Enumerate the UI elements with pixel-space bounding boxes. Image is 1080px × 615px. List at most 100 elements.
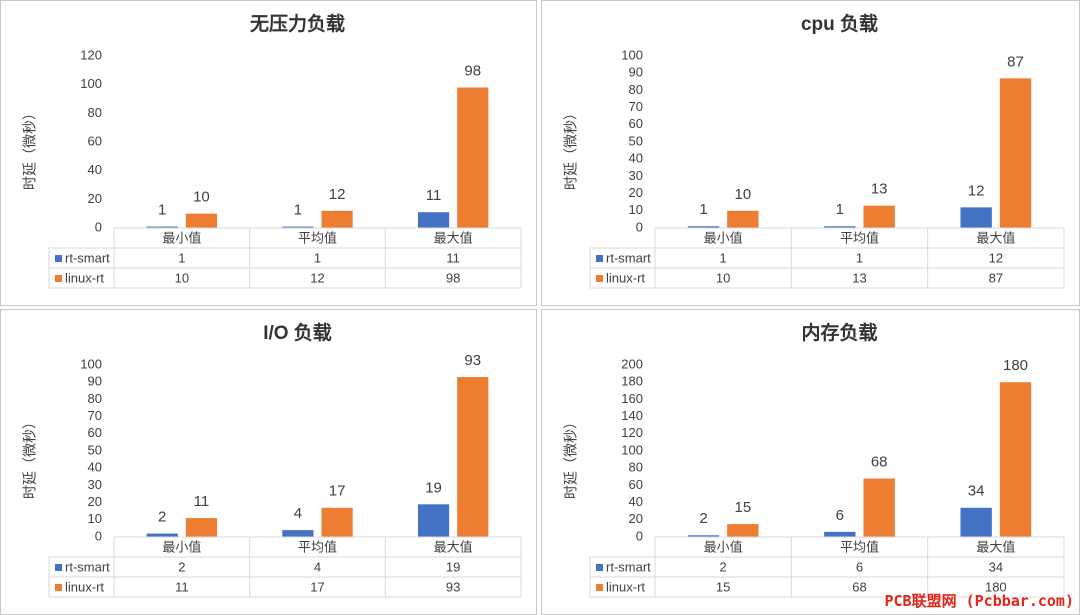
y-tick-label: 70 xyxy=(629,99,643,114)
y-tick-label: 20 xyxy=(88,494,102,509)
y-tick-label: 0 xyxy=(95,528,102,543)
y-tick-label: 90 xyxy=(88,374,102,389)
bar-linux-rt xyxy=(727,210,759,228)
data-label: 1 xyxy=(294,202,302,219)
legend-swatch-rt-smart xyxy=(55,255,62,262)
chart-panel-memory-load: 内存负载 时延（微秒） 0 20 40 60 80 100 120 140 160 180 200 2 6 3… xyxy=(541,309,1080,615)
category-label: 最大值 xyxy=(434,539,473,554)
data-label: 2 xyxy=(158,509,166,526)
bar-linux-rt xyxy=(457,377,489,537)
chart-panel-io-load: I/O 负载 时延（微秒） 0 10 20 30 40 50 60 70 80 90 100 2 4 19 11… xyxy=(0,309,537,615)
table-cell: 68 xyxy=(852,579,866,594)
y-tick-label: 140 xyxy=(621,408,643,423)
chart-title: I/O 负载 xyxy=(263,321,332,344)
table-cell: 180 xyxy=(985,579,1007,594)
data-label: 93 xyxy=(464,352,481,369)
bar-linux-rt xyxy=(999,78,1032,228)
table-cell: 93 xyxy=(446,579,460,594)
data-label: 180 xyxy=(1003,357,1028,374)
legend-label-rt-smart: rt-smart xyxy=(606,250,651,265)
category-label: 最大值 xyxy=(976,230,1015,245)
y-tick-label: 80 xyxy=(88,391,102,406)
y-axis-label: 时延（微秒） xyxy=(563,415,579,499)
table-cell: 12 xyxy=(310,270,324,285)
bar-rt-smart xyxy=(282,530,314,537)
bar-rt-smart xyxy=(960,207,992,228)
category-label: 最大值 xyxy=(434,230,473,245)
chart-title: 内存负载 xyxy=(801,321,877,344)
table-cell: 87 xyxy=(989,270,1003,285)
bar-chart-0: 无压力负载时延（微秒）0204060801001201 11110 1298最小值平… xyxy=(22,12,522,289)
table-cell: 34 xyxy=(989,559,1003,574)
data-label: 10 xyxy=(735,186,752,203)
legend-swatch-rt-smart xyxy=(596,564,603,571)
category-label: 最小值 xyxy=(704,230,743,245)
legend-label-rt-smart: rt-smart xyxy=(65,559,110,574)
category-label: 最小值 xyxy=(162,230,201,245)
legend-label-rt-smart: rt-smart xyxy=(65,250,110,265)
y-tick-label: 60 xyxy=(629,477,643,492)
table-cell: 17 xyxy=(310,579,324,594)
data-label: 10 xyxy=(193,189,210,206)
legend-label-linux-rt: linux-rt xyxy=(606,579,645,594)
y-tick-label: 100 xyxy=(80,76,102,91)
y-tick-label: 200 xyxy=(621,356,643,371)
chart-panel-cpu-load: cpu 负载 时延（微秒） 0 10 20 30 40 50 60 70 80 90 100 1 1 12 10… xyxy=(541,0,1080,306)
category-label: 最小值 xyxy=(704,539,743,554)
y-tick-label: 40 xyxy=(88,460,102,475)
table-cell: 13 xyxy=(852,270,866,285)
watermark: PCB联盟网 (Pcbbar.com) xyxy=(884,592,1075,610)
legend-label-linux-rt: linux-rt xyxy=(65,579,104,594)
y-tick-label: 100 xyxy=(80,356,102,371)
data-label: 17 xyxy=(329,483,346,500)
table-cell: 2 xyxy=(720,559,727,574)
y-tick-label: 10 xyxy=(629,202,643,217)
y-tick-label: 50 xyxy=(88,442,102,457)
category-label: 最大值 xyxy=(976,539,1015,554)
y-tick-label: 100 xyxy=(621,442,643,457)
legend-label-linux-rt: linux-rt xyxy=(606,270,645,285)
legend-swatch-linux-rt xyxy=(596,584,603,591)
y-tick-label: 0 xyxy=(95,219,102,234)
y-tick-label: 30 xyxy=(88,477,102,492)
table-cell: 10 xyxy=(175,270,189,285)
y-axis-label: 时延（微秒） xyxy=(22,415,38,499)
y-tick-label: 60 xyxy=(88,425,102,440)
bar-linux-rt xyxy=(457,87,489,229)
data-label: 98 xyxy=(464,63,481,80)
legend-label-linux-rt: linux-rt xyxy=(65,270,104,285)
data-label: 2 xyxy=(699,510,707,527)
y-tick-label: 120 xyxy=(621,425,643,440)
data-label: 19 xyxy=(425,479,442,496)
y-tick-label: 10 xyxy=(88,511,102,526)
data-label: 87 xyxy=(1007,53,1024,70)
y-tick-label: 100 xyxy=(621,47,643,62)
data-label: 6 xyxy=(836,507,844,524)
y-tick-label: 80 xyxy=(629,82,643,97)
bar-linux-rt xyxy=(727,524,759,537)
table-cell: 12 xyxy=(989,250,1003,265)
bar-rt-smart xyxy=(146,533,178,537)
category-label: 平均值 xyxy=(840,230,879,245)
data-label: 12 xyxy=(329,186,346,203)
y-tick-label: 70 xyxy=(88,408,102,423)
y-tick-label: 0 xyxy=(636,219,643,234)
table-cell: 10 xyxy=(716,270,730,285)
table-cell: 19 xyxy=(446,559,460,574)
data-label: 11 xyxy=(426,187,442,204)
bar-rt-smart xyxy=(687,535,720,537)
table-cell: 15 xyxy=(716,579,730,594)
table-cell: 1 xyxy=(720,250,727,265)
category-label: 平均值 xyxy=(298,230,337,245)
legend-swatch-linux-rt xyxy=(55,584,62,591)
data-label: 1 xyxy=(836,201,844,218)
data-label: 34 xyxy=(968,483,985,500)
y-axis-label: 时延（微秒） xyxy=(563,106,579,190)
bar-linux-rt xyxy=(185,518,218,537)
data-label: 4 xyxy=(294,505,302,522)
y-tick-label: 50 xyxy=(629,133,643,148)
